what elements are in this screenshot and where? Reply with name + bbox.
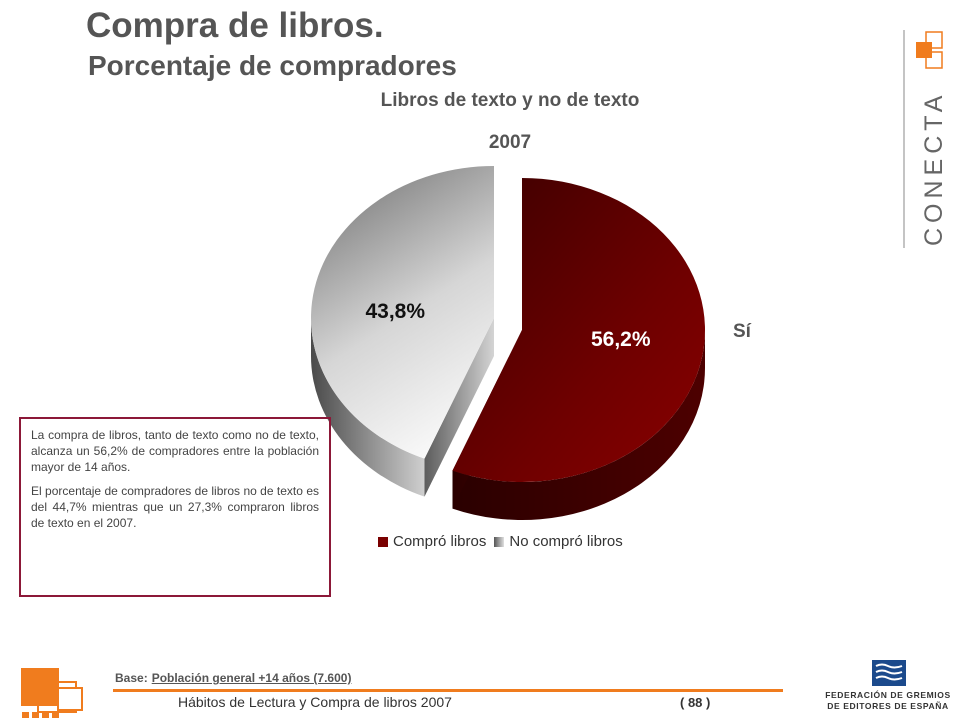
federacion-line-2: DE EDITORES DE ESPAÑA xyxy=(827,701,949,711)
summary-textbox: La compra de libros, tanto de texto como… xyxy=(19,417,331,597)
chart-title: Libros de texto y no de texto xyxy=(380,90,640,111)
page-number: ( 88 ) xyxy=(680,695,711,710)
footer-divider xyxy=(113,689,783,692)
pie-slice-1 xyxy=(311,166,494,459)
base-label: Base: xyxy=(115,671,148,685)
pie-data-label-0: 56,2% xyxy=(591,328,651,351)
report-title: Hábitos de Lectura y Compra de libros 20… xyxy=(178,694,452,710)
federacion-line-1: FEDERACIÓN DE GREMIOS xyxy=(825,690,951,700)
summary-paragraph-1: La compra de libros, tanto de texto como… xyxy=(31,428,319,474)
federacion-logo-text: FEDERACIÓN DE GREMIOS DE EDITORES DE ESP… xyxy=(818,690,958,712)
pie-data-label-1: 43,8% xyxy=(365,300,425,323)
conecta-logo-text: CONECTA xyxy=(920,91,948,246)
chart-annotation: Sí xyxy=(733,321,751,342)
base-value: Población general +14 años (7.600) xyxy=(151,671,352,685)
chart-year: 2007 xyxy=(488,132,532,153)
pie-slice-0 xyxy=(452,178,706,482)
orange-squares-logo xyxy=(21,668,83,718)
page-title: Compra de libros. xyxy=(86,6,384,45)
summary-paragraph-2: El porcentaje de compradores de libros n… xyxy=(31,484,319,530)
legend-swatch-compro xyxy=(378,536,388,547)
legend-item-no-compro: No compró libros xyxy=(494,533,623,550)
legend-label-no-compro: No compró libros xyxy=(509,533,623,550)
legend-item-compro: Compró libros xyxy=(378,533,486,550)
pie-slice-side-1 xyxy=(311,318,425,497)
base-note: Base: Población general +14 años (7.600) xyxy=(115,671,351,685)
legend-swatch-no-compro xyxy=(494,536,505,547)
legend-label-compro: Compró libros xyxy=(393,533,487,550)
conecta-logo: CONECTA xyxy=(903,30,948,248)
pie-slice-wall-1-0 xyxy=(424,318,494,497)
federacion-logo xyxy=(872,660,906,686)
page-subtitle: Porcentaje de compradores xyxy=(88,50,457,81)
chart-legend: Compró libros No compró libros xyxy=(378,533,631,550)
pie-slice-side-0 xyxy=(452,330,705,520)
